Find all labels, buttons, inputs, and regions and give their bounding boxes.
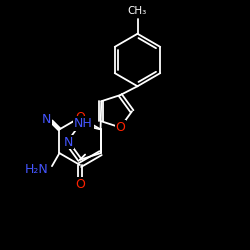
Text: O: O bbox=[115, 121, 125, 134]
Text: O: O bbox=[75, 178, 85, 191]
Text: H₂N: H₂N bbox=[24, 163, 48, 176]
Text: NH: NH bbox=[74, 117, 93, 130]
Text: CH₃: CH₃ bbox=[128, 6, 147, 16]
Text: N: N bbox=[42, 113, 51, 126]
Text: N: N bbox=[64, 136, 73, 149]
Text: O: O bbox=[75, 111, 85, 124]
